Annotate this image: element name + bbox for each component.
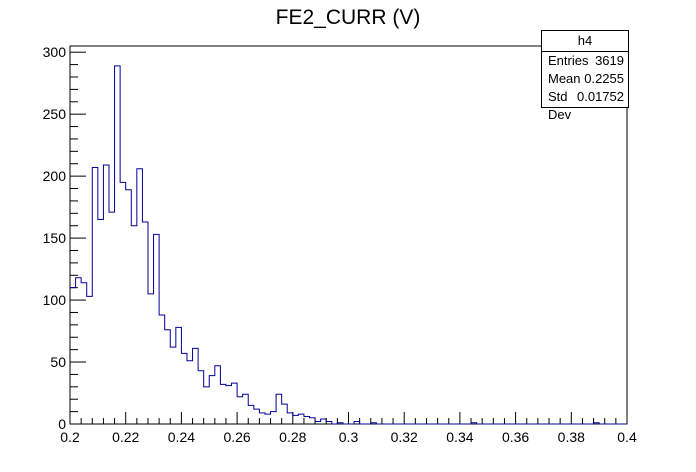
x-tick-label: 0.28	[279, 429, 306, 445]
stats-row-entries: Entries 3619	[542, 52, 628, 70]
y-tick-label: 150	[43, 230, 67, 246]
y-tick-label: 200	[43, 168, 67, 184]
y-tick-label: 300	[43, 44, 67, 60]
x-tick-label: 0.38	[558, 429, 585, 445]
axis-ticks	[69, 51, 628, 425]
y-tick-label: 50	[50, 354, 66, 370]
chart-title: FE2_CURR (V)	[275, 6, 421, 29]
axis-tick-labels: 0.2 0.22 0.24 0.26 0.28 0.3 0.32 0.34 0.36 0.38 0.…	[43, 44, 637, 445]
x-tick-label: 0.36	[502, 429, 529, 445]
y-tick-label: 0	[58, 416, 66, 432]
histogram-series	[70, 65, 627, 425]
stats-row-stddev: Std Dev 0.01752	[542, 88, 628, 122]
x-tick-label: 0.4	[617, 429, 637, 445]
stats-entries-value: 3619	[595, 53, 624, 68]
stats-histogram-name: h4	[542, 31, 628, 52]
stats-mean-value: 0.2255	[584, 71, 624, 86]
x-tick-label: 0.22	[112, 429, 139, 445]
x-tick-label: 0.34	[446, 429, 473, 445]
stats-std-value: 0.01752	[577, 89, 624, 104]
x-tick-label: 0.24	[168, 429, 195, 445]
stats-box: h4 Entries 3619 Mean 0.2255 Std Dev 0.01…	[541, 30, 629, 122]
x-tick-label: 0.32	[391, 429, 418, 445]
y-tick-label: 100	[43, 292, 67, 308]
x-tick-label: 0.26	[223, 429, 250, 445]
stats-entries-label: Entries	[548, 53, 589, 68]
x-tick-label: 0.3	[339, 429, 359, 445]
stats-mean-label: Mean	[548, 71, 581, 86]
stats-row-mean: Mean 0.2255	[542, 70, 628, 88]
y-tick-label: 250	[43, 106, 67, 122]
stats-std-label: Std Dev	[548, 89, 572, 122]
x-tick-label: 0.2	[60, 429, 80, 445]
